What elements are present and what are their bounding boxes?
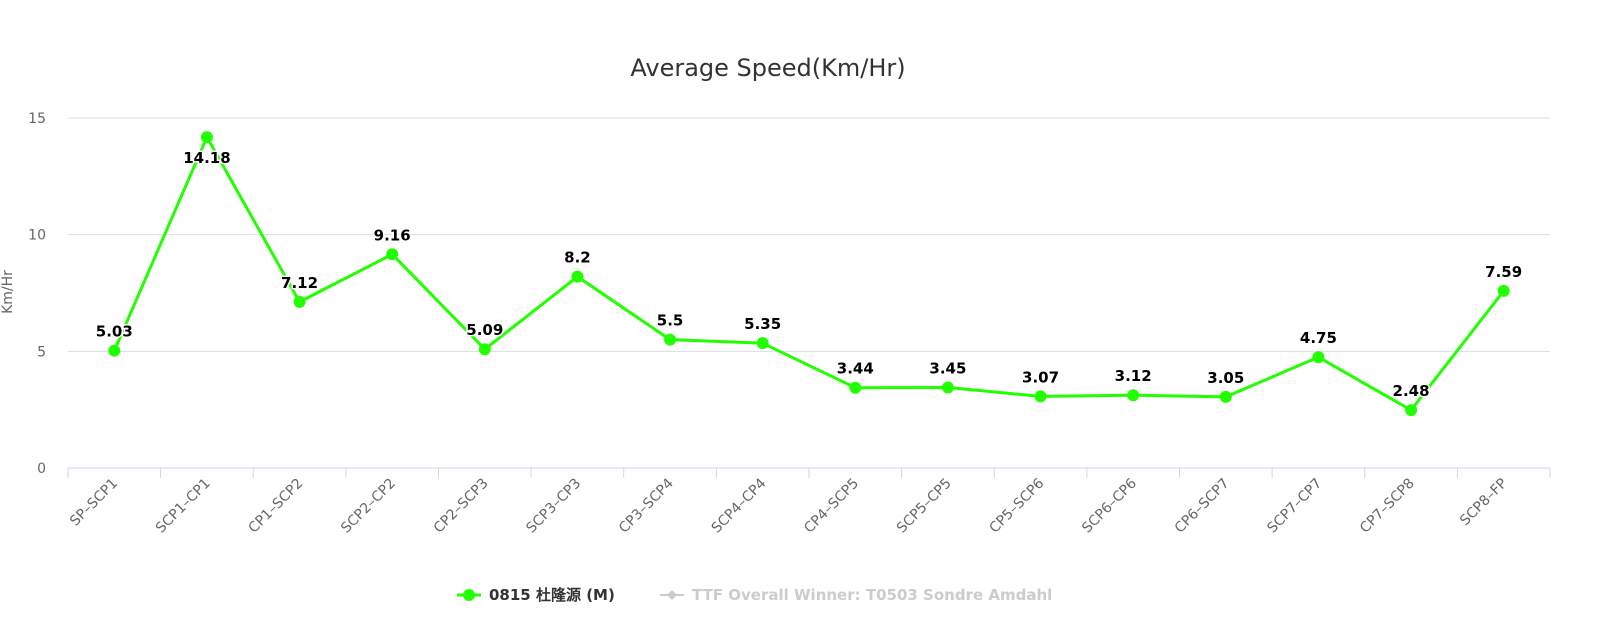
data-point[interactable] <box>571 271 583 283</box>
y-tick-label: 15 <box>28 111 46 127</box>
x-tick-label: SCP2–CP2 <box>338 476 399 537</box>
data-point[interactable] <box>294 296 306 308</box>
x-tick-label: CP3–SCP4 <box>616 475 677 536</box>
data-label: 3.07 <box>1022 368 1059 386</box>
data-label: 3.45 <box>929 360 966 378</box>
legend-swatch-marker <box>463 589 475 601</box>
data-label: 7.12 <box>281 274 318 292</box>
x-tick-label: CP4–SCP5 <box>801 476 862 537</box>
data-label: 3.05 <box>1207 369 1244 387</box>
y-tick-label: 10 <box>28 228 46 244</box>
x-tick-label: CP6–SCP7 <box>1172 476 1233 537</box>
x-tick-label: SCP4–CP4 <box>709 475 770 536</box>
y-tick-label: 5 <box>37 344 46 360</box>
legend-item-0815[interactable]: 0815 杜隆源 (M) <box>457 586 615 604</box>
data-point[interactable] <box>1127 389 1139 401</box>
x-tick-label: SCP3–CP3 <box>523 476 584 537</box>
data-point[interactable] <box>1498 285 1510 297</box>
x-tick-label: SCP8–FP <box>1457 476 1510 529</box>
y-axis-ticks: 0 5 10 15 <box>28 111 46 477</box>
diamond-icon <box>667 590 677 600</box>
data-label: 14.18 <box>183 149 230 167</box>
y-tick-label: 0 <box>37 461 46 477</box>
data-label: 8.2 <box>564 249 591 267</box>
legend: 0815 杜隆源 (M) TTF Overall Winner: T0503 So… <box>457 586 1052 604</box>
data-point[interactable] <box>942 382 954 394</box>
x-tick-label: CP2–SCP3 <box>431 476 492 537</box>
data-label: 5.5 <box>657 312 684 330</box>
data-point[interactable] <box>1035 390 1047 402</box>
data-label: 2.48 <box>1393 382 1430 400</box>
data-point[interactable] <box>201 131 213 143</box>
x-tick-label: SCP6–CP6 <box>1079 475 1140 536</box>
x-tick-label: CP1–SCP2 <box>245 476 306 537</box>
series-line-0815 <box>114 137 1503 410</box>
data-point[interactable] <box>757 337 769 349</box>
data-point[interactable] <box>1312 351 1324 363</box>
data-label: 5.35 <box>744 315 781 333</box>
series-points-0815 <box>108 131 1509 416</box>
legend-label: 0815 杜隆源 (M) <box>489 586 615 604</box>
x-tick-label: SCP7–CP7 <box>1264 476 1325 537</box>
data-label: 9.16 <box>374 226 411 244</box>
legend-item-ttf-winner[interactable]: TTF Overall Winner: T0503 Sondre Amdahl <box>660 586 1052 604</box>
data-label: 4.75 <box>1300 329 1337 347</box>
series-line <box>114 137 1503 410</box>
x-axis: SP–SCP1 SCP1–CP1 CP1–SCP2 SCP2–CP2 CP2–SCP3 S… <box>67 468 1550 536</box>
data-point[interactable] <box>108 345 120 357</box>
data-point[interactable] <box>664 334 676 346</box>
y-axis-label: Km/Hr <box>0 270 16 314</box>
legend-label: TTF Overall Winner: T0503 Sondre Amdahl <box>692 586 1052 604</box>
x-tick-label: SP–SCP1 <box>67 476 121 530</box>
data-point[interactable] <box>1220 391 1232 403</box>
x-tick-label: CP5–SCP6 <box>986 475 1047 536</box>
grid-lines <box>68 118 1550 351</box>
data-point[interactable] <box>849 382 861 394</box>
data-point[interactable] <box>1405 404 1417 416</box>
data-point[interactable] <box>479 343 491 355</box>
chart-title: Average Speed(Km/Hr) <box>630 54 905 82</box>
data-label: 7.59 <box>1485 263 1522 281</box>
data-point[interactable] <box>386 248 398 260</box>
data-label: 5.03 <box>96 323 133 341</box>
data-label: 5.09 <box>466 321 503 339</box>
x-tick-label: SCP5–CP5 <box>894 476 955 537</box>
x-tick-label: SCP1–CP1 <box>153 476 214 537</box>
data-label: 3.12 <box>1115 367 1152 385</box>
x-tick-label: CP7–SCP8 <box>1357 476 1418 537</box>
data-label: 3.44 <box>837 360 874 378</box>
